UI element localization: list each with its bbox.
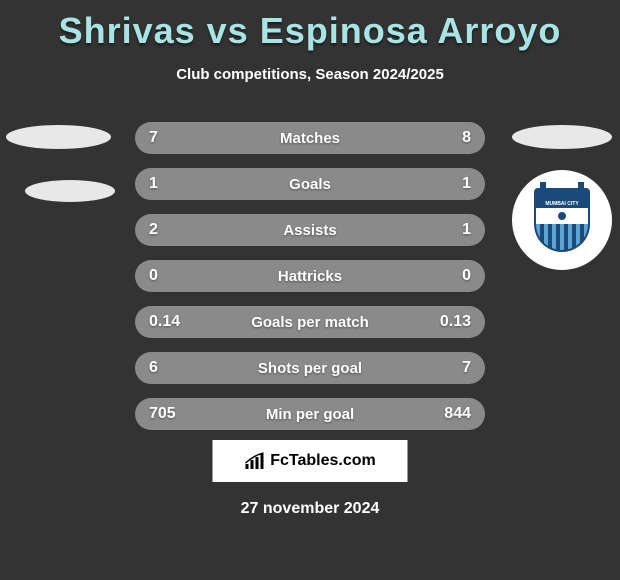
stat-row: 705 Min per goal 844 [135,398,485,430]
stat-label: Matches [280,130,340,147]
page-title: Shrivas vs Espinosa Arroyo [0,0,620,52]
right-placeholder-1 [512,125,612,149]
stat-right-value: 1 [431,221,471,239]
stat-label: Assists [283,222,336,239]
stat-row: 2 Assists 1 [135,214,485,246]
stat-label: Hattricks [278,268,342,285]
club-badge: MUMBAI CITY [512,170,612,270]
stat-label: Min per goal [266,406,354,423]
left-placeholder-2 [25,180,115,202]
stat-left-value: 1 [149,175,189,193]
stat-right-value: 8 [431,129,471,147]
stat-left-value: 0.14 [149,313,189,331]
watermark[interactable]: FcTables.com [213,440,408,482]
shield-icon: MUMBAI CITY [534,188,590,252]
chart-icon [244,452,266,470]
stat-row: 0 Hattricks 0 [135,260,485,292]
watermark-text: FcTables.com [270,452,376,470]
stat-right-value: 7 [431,359,471,377]
stat-left-value: 2 [149,221,189,239]
stat-left-value: 0 [149,267,189,285]
stat-label: Shots per goal [258,360,362,377]
stat-right-value: 844 [431,405,471,423]
stat-row: 6 Shots per goal 7 [135,352,485,384]
stat-left-value: 7 [149,129,189,147]
stat-row: 0.14 Goals per match 0.13 [135,306,485,338]
stat-right-value: 0 [431,267,471,285]
stats-container: 7 Matches 8 1 Goals 1 2 Assists 1 0 Hatt… [135,122,485,444]
stat-right-value: 1 [431,175,471,193]
stat-left-value: 6 [149,359,189,377]
stat-label: Goals [289,176,331,193]
stat-right-value: 0.13 [431,313,471,331]
stat-row: 7 Matches 8 [135,122,485,154]
footer-date: 27 november 2024 [0,500,620,518]
subtitle: Club competitions, Season 2024/2025 [0,66,620,83]
stat-row: 1 Goals 1 [135,168,485,200]
left-placeholder-1 [6,125,111,149]
stat-label: Goals per match [251,314,369,331]
stat-left-value: 705 [149,405,189,423]
